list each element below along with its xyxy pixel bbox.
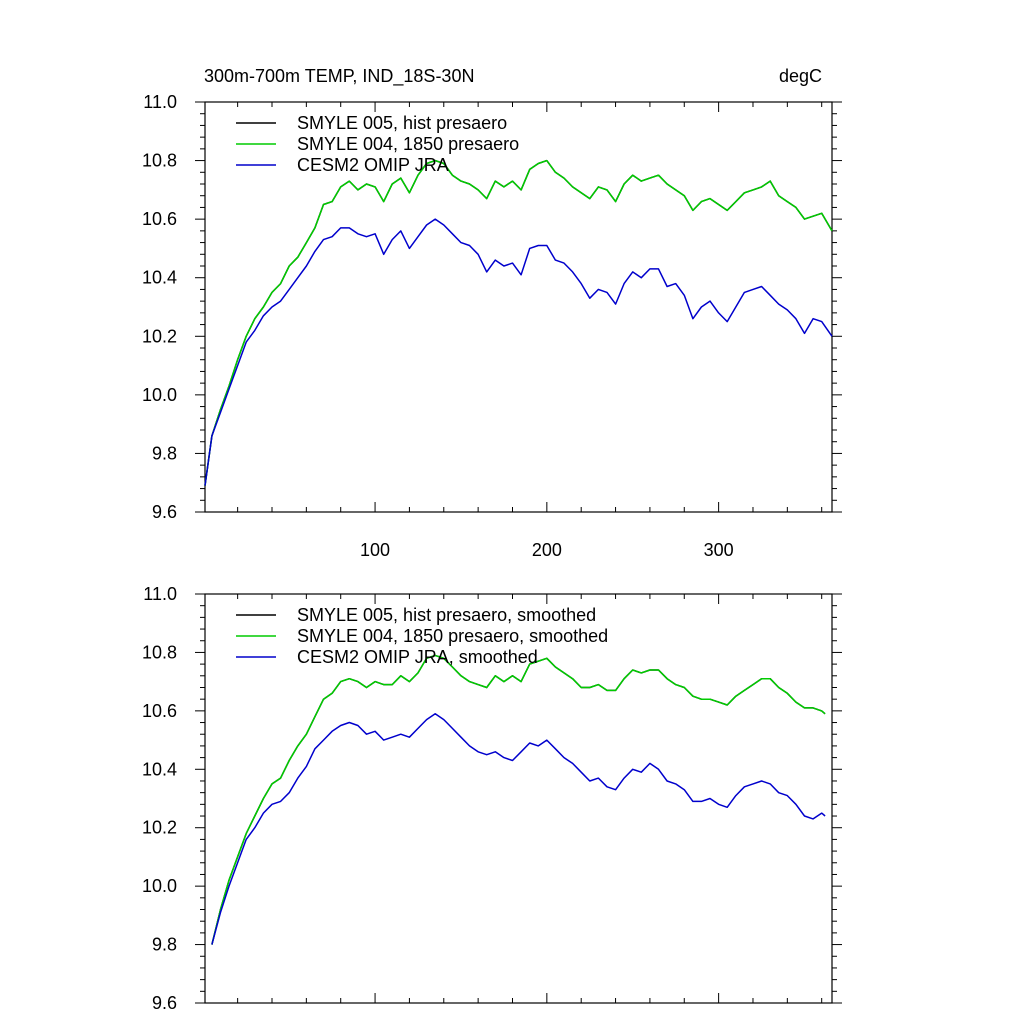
- legend-label-0: SMYLE 005, hist presaero: [297, 113, 507, 133]
- y-tick-label: 10.4: [142, 268, 177, 288]
- y-tick-label: 10.4: [142, 759, 177, 779]
- series-line-1: [211, 654, 826, 945]
- y-tick-label: 9.8: [152, 443, 177, 463]
- legend-label-2: CESM2 OMIP JRA, smoothed: [297, 647, 538, 667]
- y-tick-label: 10.0: [142, 876, 177, 896]
- plot-frame: [204, 101, 833, 513]
- y-tick-label: 10.2: [142, 818, 177, 838]
- units-label: degC: [779, 66, 822, 86]
- legend-label-2: CESM2 OMIP JRA: [297, 155, 449, 175]
- series-line-2: [204, 218, 833, 486]
- y-tick-label: 10.6: [142, 701, 177, 721]
- series-line-2: [211, 713, 826, 945]
- y-tick-label: 11.0: [143, 92, 177, 112]
- y-tick-label: 10.8: [142, 642, 177, 662]
- x-tick-label: 300: [704, 540, 734, 560]
- y-tick-label: 10.8: [142, 151, 177, 171]
- series-line-0: [204, 159, 833, 486]
- legend-label-1: SMYLE 004, 1850 presaero: [297, 134, 519, 154]
- y-tick-label: 9.6: [152, 502, 177, 522]
- legend-label-1: SMYLE 004, 1850 presaero, smoothed: [297, 626, 608, 646]
- y-tick-label: 10.2: [142, 326, 177, 346]
- figure-title: 300m-700m TEMP, IND_18S-30N: [204, 66, 474, 87]
- series-line-1: [204, 159, 833, 486]
- plot-frame: [204, 593, 833, 1004]
- legend-label-0: SMYLE 005, hist presaero, smoothed: [297, 605, 596, 625]
- top-panel: 100 200 300 9.6 9.8 10.0 10.2 10.4 10.6 10.8 11.0 S…: [142, 92, 842, 560]
- y-tick-label: 9.8: [152, 935, 177, 955]
- bottom-panel: 9.6 9.8 10.0 10.2 10.4 10.6 10.8 11.0 SMYLE 005,…: [142, 584, 842, 1013]
- x-tick-label: 200: [532, 540, 562, 560]
- x-tick-label: 100: [360, 540, 390, 560]
- y-tick-label: 11.0: [143, 584, 177, 604]
- y-tick-label: 9.6: [152, 993, 177, 1013]
- y-tick-label: 10.6: [142, 209, 177, 229]
- y-tick-label: 10.0: [142, 385, 177, 405]
